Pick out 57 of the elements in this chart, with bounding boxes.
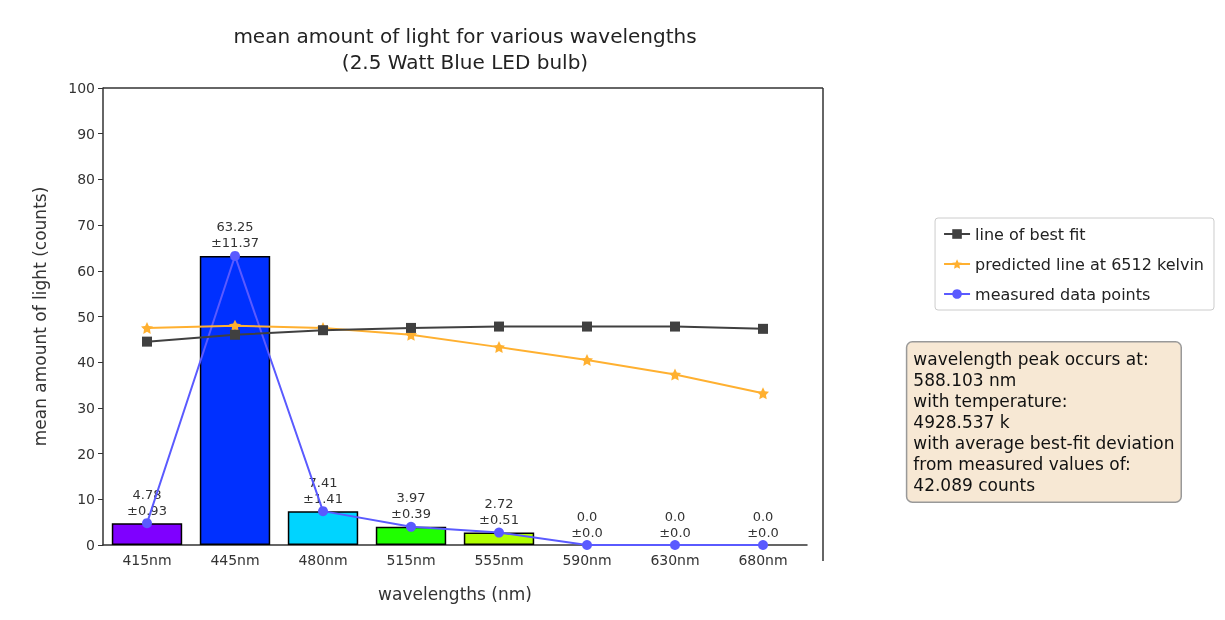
legend-label: measured data points bbox=[975, 284, 1151, 304]
x-tick-label: 445nm bbox=[210, 552, 260, 568]
point bbox=[757, 387, 769, 400]
legend-label: line of best fit bbox=[975, 224, 1086, 244]
data-label: 0.0 ±0.0 bbox=[571, 508, 603, 540]
point bbox=[493, 341, 505, 354]
x-axis-title: wavelengths (nm) bbox=[378, 583, 532, 604]
data-label: 2.72 ±0.51 bbox=[479, 496, 519, 528]
point bbox=[318, 506, 328, 517]
bar bbox=[287, 511, 359, 545]
x-tick-label: 555nm bbox=[474, 552, 524, 568]
point bbox=[582, 321, 592, 332]
point bbox=[494, 527, 504, 538]
point bbox=[758, 540, 768, 550]
x-tick-label: 480nm bbox=[298, 552, 348, 568]
data-label: 63.25 ±11.37 bbox=[210, 219, 260, 251]
point bbox=[230, 250, 240, 261]
point bbox=[406, 322, 416, 333]
x-tick-label: 680nm bbox=[738, 552, 788, 568]
point bbox=[142, 336, 152, 347]
y-tick-label: 80 bbox=[77, 171, 95, 188]
data-label: 0.0 ±0.0 bbox=[747, 508, 779, 540]
point bbox=[758, 323, 768, 334]
point bbox=[141, 321, 153, 334]
bar bbox=[375, 526, 447, 545]
data-label: 0.0 ±0.0 bbox=[659, 508, 691, 540]
y-tick-label: 50 bbox=[77, 308, 95, 325]
point bbox=[142, 518, 152, 529]
point bbox=[670, 540, 680, 550]
y-tick-label: 10 bbox=[77, 491, 95, 508]
y-tick-label: 60 bbox=[77, 262, 95, 279]
bar bbox=[111, 523, 183, 545]
point bbox=[494, 321, 504, 332]
point bbox=[581, 353, 593, 366]
x-tick-label: 515nm bbox=[386, 552, 436, 568]
data-label: 3.97 ±0.39 bbox=[391, 490, 431, 522]
chart-title: mean amount of light for various wavelengths (2.5 Watt Blue LED bulb) bbox=[233, 24, 697, 74]
text: wavelength peak occurs at: 588.103 nm with temperature: 4928.537 k with average best-fit deviation from measured values of: 42.089 counts bbox=[913, 349, 1175, 495]
y-tick-label: 90 bbox=[77, 125, 95, 142]
legend-label: predicted line at 6512 kelvin bbox=[975, 254, 1204, 274]
y-axis-title: mean amount of light (counts) bbox=[29, 186, 50, 447]
point bbox=[230, 329, 240, 340]
point bbox=[318, 325, 328, 336]
point bbox=[669, 368, 681, 381]
point bbox=[406, 521, 416, 532]
bar bbox=[199, 255, 271, 545]
y-tick-label: 100 bbox=[68, 80, 95, 96]
point bbox=[582, 540, 592, 550]
x-tick-label: 630nm bbox=[650, 552, 700, 568]
x-tick-label: 590nm bbox=[562, 552, 612, 568]
y-tick-label: 0 bbox=[86, 537, 95, 553]
point bbox=[670, 321, 680, 332]
y-tick-label: 20 bbox=[77, 445, 95, 462]
y-tick-label: 70 bbox=[77, 217, 95, 234]
y-tick-label: 40 bbox=[77, 354, 95, 371]
x-tick-label: 415nm bbox=[122, 552, 172, 568]
y-tick-label: 30 bbox=[77, 399, 95, 416]
